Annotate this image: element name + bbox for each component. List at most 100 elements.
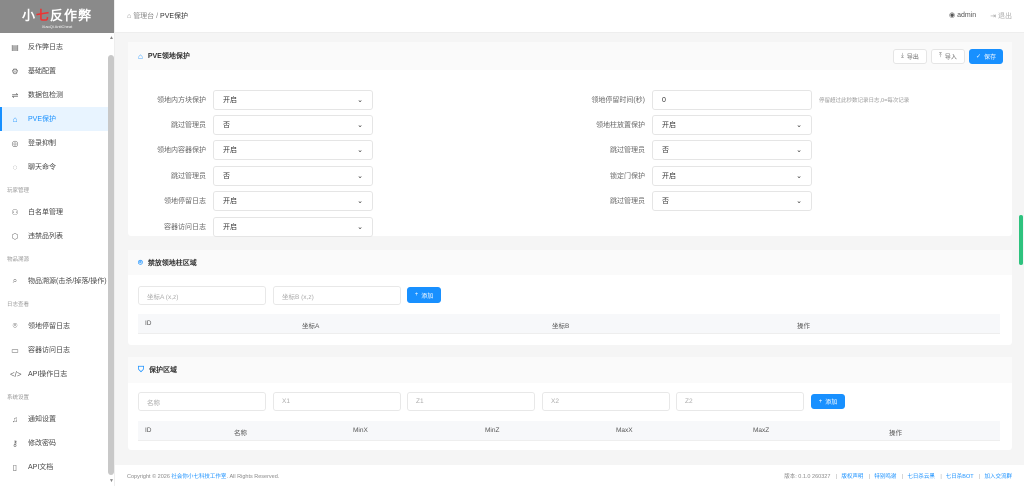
menu-icon: ⚇ [11,207,19,217]
sidebar-item[interactable]: </> API操作日志 [0,362,108,386]
card-header: ⌂ PVE领地保护 [128,42,1012,70]
company-link[interactable]: 社会你小七科技工作室 [171,473,227,480]
sidebar-item[interactable]: ⬡ 违禁品列表 [0,224,108,248]
column-header: 操作 [889,430,902,437]
select-value: 否 [223,173,230,180]
sidebar-item[interactable]: ⇌ 数据包检测 [0,83,108,107]
add-button[interactable]: + 添加 [811,394,845,409]
coord-b-input[interactable]: 坐标B (x,z) [273,286,401,305]
menu-icon: ⌾ [12,321,18,330]
form-row: 领地内容器保护 开启 ⌄ [133,140,373,160]
version-text: 版本: 0.1.0 260327 [784,473,831,480]
logo-text: 小 [21,8,36,23]
logout-button[interactable]: ⇥ 退出 [990,11,1012,21]
sidebar-item[interactable]: ⌕ 物品溯源(击杀/掉落/操作) [0,269,108,293]
import-button[interactable]: ⤒ 导入 [931,49,965,64]
field-label: 跳过管理员 [171,122,206,129]
column-header: MinX [353,427,368,434]
sidebar-item[interactable]: ⌂ PVE保护 [0,107,108,131]
menu-icon: ⇌ [11,90,19,100]
select-value: 开启 [223,97,237,104]
save-button[interactable]: ✓ 保存 [969,49,1003,64]
field-label: 锁定门保护 [610,173,645,180]
form-row: 领地停留日志 开启 ⌄ [133,191,373,211]
footer-link[interactable]: 七日杀云黑 [907,473,935,480]
select-value: 开启 [223,224,237,231]
sidebar-item[interactable]: ⚇ 白名单管理 [0,200,108,224]
side-drawer-handle[interactable] [1019,215,1023,265]
user-icon: ◉ [949,12,958,19]
select-dropdown[interactable]: 开启 ⌄ [652,166,812,186]
footer-links: 版本: 0.1.0 260327 | 版权声明 | 特别鸣谢 | 七日杀云黑 | 七日杀… [784,473,1012,480]
column-header: ID [145,427,152,434]
breadcrumb-root[interactable]: 管理台 [133,13,155,20]
select-dropdown[interactable]: 开启 ⌄ [213,140,373,160]
z1-input[interactable]: Z1 [407,392,535,411]
logo-subtitle: XiaoQi AntiCheat [41,24,73,29]
sidebar-item[interactable]: ⚷ 修改密码 [0,431,108,455]
select-dropdown[interactable]: 开启 ⌄ [213,191,373,211]
sidebar-item-label: 基础配置 [28,68,56,75]
field-label: 领地内容器保护 [157,147,206,154]
sidebar-item[interactable]: ⚙ 基础配置 [0,59,108,83]
sidebar-item[interactable]: ▤ 反作弊日志 [0,35,108,59]
menu-icon: ⚷ [12,438,18,448]
sidebar-item[interactable]: ♫ 通知设置 [0,407,108,431]
sidebar-item[interactable]: ⌾ 领地停留日志 [0,314,108,338]
sidebar-item[interactable]: ▭ 容器访问日志 [0,338,108,362]
sidebar-item[interactable]: ▯ API文档 [0,455,108,479]
field-label: 跳过管理员 [171,173,206,180]
export-button[interactable]: ⤓ 导出 [893,49,927,64]
coord-a-input[interactable]: 坐标A (x,z) [138,286,266,305]
footer-link[interactable]: 加入交流群 [984,473,1012,480]
menu-icon: ⬡ [11,231,19,241]
menu-icon: ⚙ [11,66,19,76]
field-hint: 停留超过此秒数记录日志,0=每次记录 [819,98,910,104]
sidebar-item[interactable]: ◎ 登录抑制 [0,131,108,155]
form-row: 跳过管理员否 ⌄ [133,115,373,135]
select-dropdown[interactable]: 开启 ⌄ [213,217,373,237]
select-value: 否 [662,147,669,154]
field-label: 领地柱放置保护 [596,122,645,129]
form-row: 领地停留时间(秒) 0 停留超过此秒数记录日志,0=每次记录 [572,90,909,110]
sidebar-item-label: 修改密码 [28,440,56,447]
field-label: 跳过管理员 [610,198,645,205]
form-row: 跳过管理员否 ⌄ [133,166,373,186]
sidebar: 小七反作弊 XiaoQi AntiCheat ▤ 反作弊日志 ⚙ 基础配置 ⇌ 数据包检测… [0,0,115,486]
select-dropdown[interactable]: 否 ⌄ [652,191,812,211]
select-value: 开启 [223,198,237,205]
add-label: 添加 [421,293,434,300]
z2-input[interactable]: Z2 [676,392,804,411]
chevron-down-icon: ⌄ [357,97,363,104]
sidebar-scrollbar[interactable] [108,55,114,475]
footer-link[interactable]: 特别鸣谢 [874,473,897,480]
user-menu[interactable]: ◉ admin [949,11,976,21]
sidebar-menu: ▤ 反作弊日志 ⚙ 基础配置 ⇌ 数据包检测 ⌂ PVE保护 ◎ 登录抑制 ◌ 聊天命令 玩家管理 ⚇ 白名… [0,35,108,479]
scroll-down-arrow[interactable]: ▼ [109,478,114,484]
x1-input[interactable]: X1 [273,392,401,411]
chevron-down-icon: ⌄ [796,147,802,154]
select-dropdown[interactable]: 否 ⌄ [213,115,373,135]
name-input[interactable]: 名称 [138,392,266,411]
add-button[interactable]: + 添加 [407,287,441,303]
select-dropdown[interactable]: 开启 ⌄ [652,115,812,135]
x2-input[interactable]: X2 [542,392,670,411]
menu-group-label: 系统设置 [7,394,30,401]
footer-link[interactable]: 版权声明 [841,473,864,480]
copyright: Copyright © 2026 社会你小七科技工作室. All Rights … [127,472,279,480]
card-header: ⌾ 禁放领地柱区域 [128,250,1012,275]
chevron-down-icon: ⌄ [796,122,802,129]
scroll-up-arrow[interactable]: ▲ [109,35,114,41]
select-value: 开启 [662,173,676,180]
plus-icon: + [818,398,823,405]
home-shield-icon: ⌂ [138,51,143,61]
select-dropdown[interactable]: 否 ⌄ [652,140,812,160]
shield-icon: ⛉ [138,365,144,374]
select-value: 否 [223,122,230,129]
select-dropdown[interactable]: 开启 ⌄ [213,90,373,110]
footer-link[interactable]: 七日杀BOT [945,473,974,480]
menu-group-label: 物品溯源 [7,256,30,263]
stay-seconds-input[interactable]: 0 [652,90,812,110]
select-dropdown[interactable]: 否 ⌄ [213,166,373,186]
sidebar-item[interactable]: ◌ 聊天命令 [0,155,108,179]
